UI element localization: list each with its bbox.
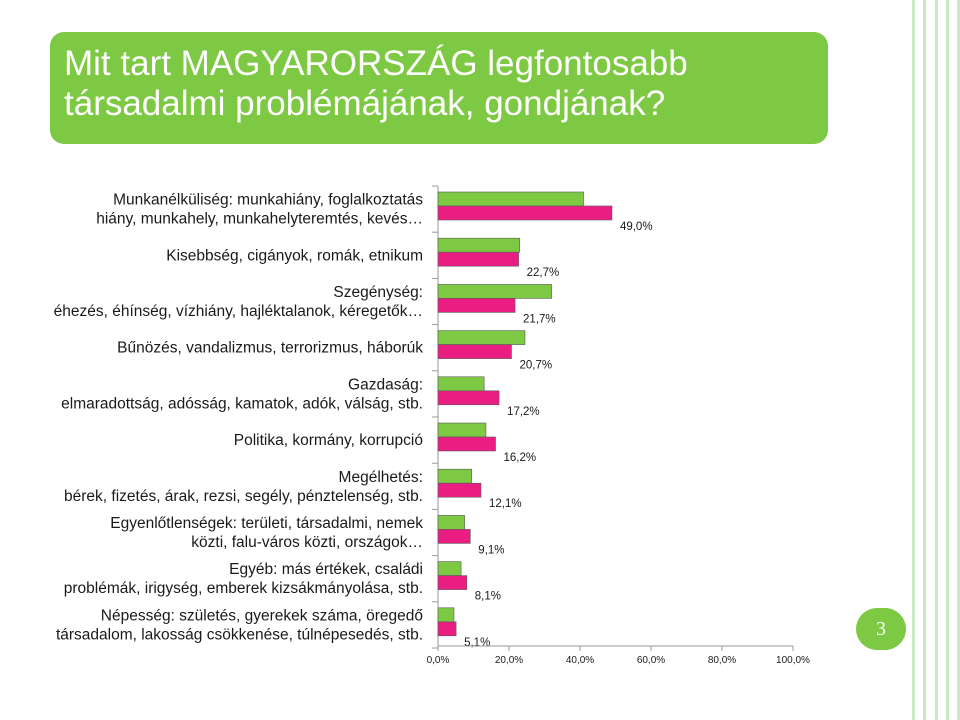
slide-number-badge: 3 [856,608,906,650]
data-label: 16,2% [504,452,537,464]
category-label-line: bérek, fizetés, árak, rezsi, segély, pén… [64,488,423,505]
slide-title-line-1: Mit tart MAGYARORSZÁG legfontosabb [64,44,688,83]
category-label: Munkanélküliség: munkahiány, foglalkozta… [96,192,423,228]
data-label: 22,7% [527,267,560,279]
x-tick-label: 40,0% [566,655,594,666]
data-label: 49,0% [620,221,653,233]
category-label-line: közti, falu-város közti, országok… [191,534,423,551]
bar-series-1 [437,515,465,530]
stripe [912,0,915,720]
category-label: Egyenlőtlenségek: területi, társadalmi, … [110,515,423,551]
bar-series-1 [437,330,526,345]
bar-series-2 [437,390,500,406]
bar-series-2 [437,344,512,359]
bar-series-1 [437,376,485,392]
data-label: 21,7% [523,313,556,325]
slide-title-line-2: társadalmi problémájának, gondjának? [64,84,666,123]
category-label-line: éhezés, éhínség, vízhiány, hajléktalanok… [54,303,423,320]
stripe [945,0,949,720]
category-label: Gazdaság: elmaradottság, adósság, kamatok… [61,376,423,412]
bar-series-1 [437,468,473,484]
bar-series-2 [437,482,482,498]
category-label-line: elmaradottság, adósság, kamatok, adók, v… [61,395,423,412]
x-tick-label: 100,0% [776,655,810,666]
stripe [923,0,927,720]
bar-series-2 [437,298,516,313]
data-label: 12,1% [489,498,522,510]
bar-series-2 [437,436,496,452]
category-label-line: Megélhetés: [339,469,423,486]
bar-series-1 [437,561,462,576]
category-label: Politika, kormány, korrupció [234,432,423,449]
category-label-line: hiány, munkahely, munkahelyteremtés, kev… [96,211,423,228]
category-label-line: társadalom, lakosság csökkenése, túlnépe… [56,626,423,643]
category-label-line: problémák, irigység, emberek kizsákmányo… [64,580,423,597]
category-label-line: Népesség: születés, gyerekek száma, öreg… [101,607,423,624]
x-tick-label: 60,0% [637,655,665,666]
bar-series-2 [437,575,468,590]
bar-series-1 [437,284,552,299]
data-label: 5,1% [464,637,490,649]
category-label: Népesség: születés, gyerekek száma, öreg… [56,607,423,643]
category-label: Megélhetés: bérek, fizetés, árak, rezsi, … [64,469,423,505]
x-tick-label: 0,0% [427,655,450,666]
bar-series-1 [437,422,487,438]
category-label-line: Szegénység: [333,284,423,301]
bar-series-1 [437,191,584,207]
title-banner: Mit tart MAGYARORSZÁG legfontosabb társa… [50,32,828,144]
data-label: 8,1% [475,591,501,603]
category-label-line: Politika, kormány, korrupció [234,432,423,449]
category-label: Egyéb: más értékek, családi problémák, ir… [64,561,423,597]
category-label-line: Egyenlőtlenségek: területi, társadalmi, … [110,515,423,532]
stripe [957,0,960,720]
category-label-line: Gazdaság: [348,376,423,393]
bar-series-1 [437,237,520,253]
stripe [934,0,938,720]
category-label: Kisebbség, cigányok, romák, etnikum [166,247,423,264]
bar-series-2 [437,529,471,544]
data-label: 20,7% [519,360,552,372]
category-label-line: Egyéb: más értékek, családi [229,561,423,578]
x-tick-label: 20,0% [495,655,523,666]
x-tick-label: 80,0% [708,655,736,666]
bar-series-2 [437,251,519,267]
category-label-line: Kisebbség, cigányok, romák, etnikum [166,247,423,264]
category-label: Bűnözés, vandalizmus, terrorizmus, hábor… [117,340,423,357]
category-label: Szegénység: éhezés, éhínség, vízhiány, ha… [54,284,423,320]
bar-series-2 [437,621,457,637]
data-label: 17,2% [507,406,540,418]
data-label: 9,1% [478,544,504,556]
decorative-stripes [912,0,960,720]
bar-series-1 [437,607,455,623]
category-label-line: Bűnözés, vandalizmus, terrorizmus, hábor… [117,340,423,357]
category-label-line: Munkanélküliség: munkahiány, foglalkozta… [113,192,423,209]
bar-series-2 [437,205,613,221]
